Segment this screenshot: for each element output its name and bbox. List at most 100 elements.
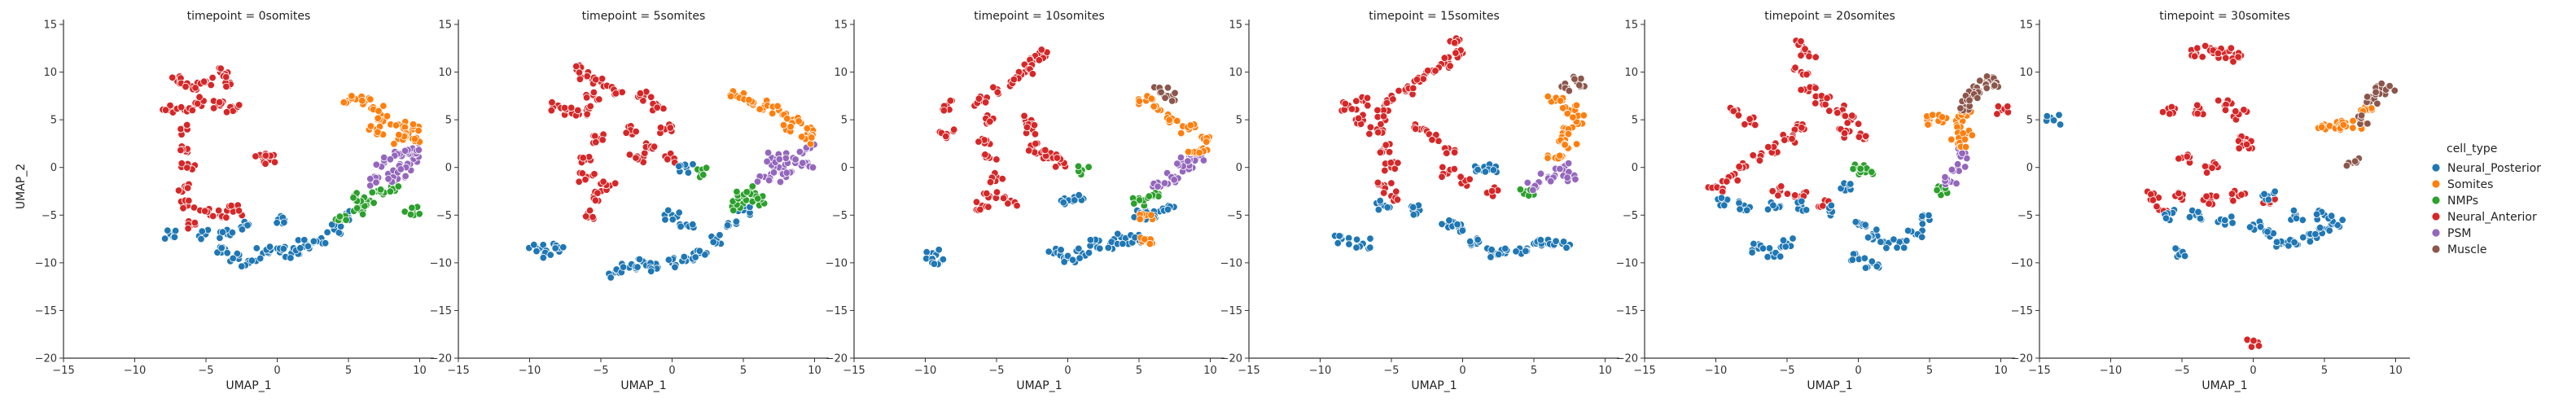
point-neural-anterior (1450, 38, 1459, 47)
y-tick-label: −5 (436, 210, 452, 222)
y-tick-label: −5 (832, 210, 848, 222)
point-neural-anterior (1781, 136, 1789, 144)
panel-1: timepoint = 5somites−15 −10 −5 0 5 10−20−15−1… (430, 10, 829, 392)
y-tick-label: −5 (1623, 210, 1638, 222)
point-neural-anterior (572, 62, 580, 71)
x-tick-label: −10 (1705, 365, 1727, 377)
point-neural-anterior (2175, 155, 2183, 163)
point-neural-anterior (2201, 42, 2210, 50)
point-neural-posterior (1376, 196, 1384, 205)
point-neural-posterior (2292, 214, 2301, 222)
point-neural-anterior (983, 189, 991, 198)
point-neural-anterior (1392, 187, 1400, 196)
point-somites (1176, 129, 1185, 138)
point-neural-anterior (1450, 164, 1459, 173)
point-muscle (1157, 88, 1165, 97)
point-neural-anterior (1053, 154, 1062, 162)
point-neural-posterior (217, 243, 226, 252)
point-neural-posterior (1334, 239, 1343, 247)
point-neural-anterior (1751, 120, 1759, 129)
point-neural-anterior (1037, 46, 1046, 54)
point-neural-anterior (989, 83, 997, 92)
point-neural-posterior (279, 245, 288, 253)
point-neural-anterior (611, 179, 620, 187)
point-neural-posterior (1487, 253, 1495, 261)
x-tick-label: −10 (124, 365, 146, 377)
point-neural-posterior (1063, 252, 1072, 260)
point-neural-posterior (323, 228, 331, 237)
point-neural-posterior (265, 243, 274, 251)
x-tick-label: −10 (2100, 365, 2122, 377)
point-neural-posterior (724, 221, 732, 230)
point-neural-posterior (1918, 220, 1927, 228)
point-neural-posterior (2221, 216, 2229, 225)
y-tick-label: −5 (42, 210, 57, 222)
point-neural-anterior (647, 93, 655, 102)
point-neural-anterior (2158, 107, 2167, 116)
x-tick-label: −15 (1633, 365, 1655, 377)
point-somites (366, 95, 375, 103)
point-neural-anterior (1840, 129, 1849, 138)
point-neural-anterior (578, 169, 587, 177)
point-neural-posterior (243, 221, 252, 230)
point-neural-posterior (2298, 216, 2307, 225)
point-neural-anterior (583, 110, 591, 119)
point-somites (1960, 135, 1969, 144)
point-neural-posterior (539, 253, 548, 262)
point-neural-anterior (1023, 123, 1032, 132)
point-neural-anterior (1389, 95, 1397, 103)
x-tick-label: −10 (1309, 365, 1331, 377)
point-neural-posterior (939, 255, 948, 264)
point-neural-posterior (1847, 180, 1855, 188)
point-muscle (2372, 88, 2380, 97)
point-neural-posterior (530, 241, 538, 249)
point-psm (1529, 186, 1537, 195)
x-tick-label: −15 (2028, 365, 2050, 377)
point-neural-anterior (1373, 106, 1382, 115)
point-nmps (368, 188, 377, 197)
point-neural-posterior (228, 229, 237, 237)
point-neural-anterior (2254, 342, 2263, 350)
point-psm (1154, 182, 1162, 190)
point-neural-posterior (1882, 244, 1890, 252)
point-neural-anterior (1788, 134, 1796, 143)
point-neural-anterior (575, 68, 584, 77)
point-neural-posterior (1059, 198, 1067, 207)
point-neural-posterior (1352, 235, 1361, 244)
point-neural-anterior (217, 64, 225, 72)
point-neural-posterior (922, 248, 931, 256)
point-neural-anterior (641, 149, 649, 158)
point-neural-posterior (1776, 252, 1785, 260)
point-neural-anterior (1431, 67, 1439, 75)
point-nmps (415, 210, 423, 218)
point-neural-anterior (636, 89, 645, 98)
point-neural-anterior (209, 104, 218, 112)
point-neural-posterior (171, 226, 180, 235)
point-neural-anterior (567, 103, 576, 112)
x-tick-label: −15 (447, 365, 469, 377)
point-neural-anterior (586, 102, 594, 111)
point-neural-posterior (1408, 203, 1417, 212)
point-neural-anterior (1734, 112, 1743, 120)
point-muscle (1168, 97, 1176, 105)
point-neural-anterior (975, 138, 983, 146)
x-axis-label: UMAP_1 (1016, 379, 1062, 392)
point-neural-anterior (1741, 120, 1749, 129)
legend-marker (2431, 244, 2441, 254)
point-neural-posterior (287, 254, 295, 262)
point-neural-anterior (592, 138, 600, 147)
point-neural-anterior (191, 218, 199, 227)
point-neural-anterior (984, 203, 992, 211)
point-nmps (335, 212, 344, 221)
x-tick-label: −15 (843, 365, 865, 377)
point-neural-anterior (582, 94, 591, 102)
point-neural-posterior (551, 244, 559, 252)
point-psm (396, 165, 405, 173)
point-neural-anterior (576, 75, 585, 84)
point-neural-anterior (2205, 199, 2213, 208)
scatter-points (525, 61, 818, 282)
legend-entry-label: PSM (2447, 227, 2471, 240)
point-muscle (1974, 94, 1982, 103)
point-neural-anterior (547, 106, 556, 115)
